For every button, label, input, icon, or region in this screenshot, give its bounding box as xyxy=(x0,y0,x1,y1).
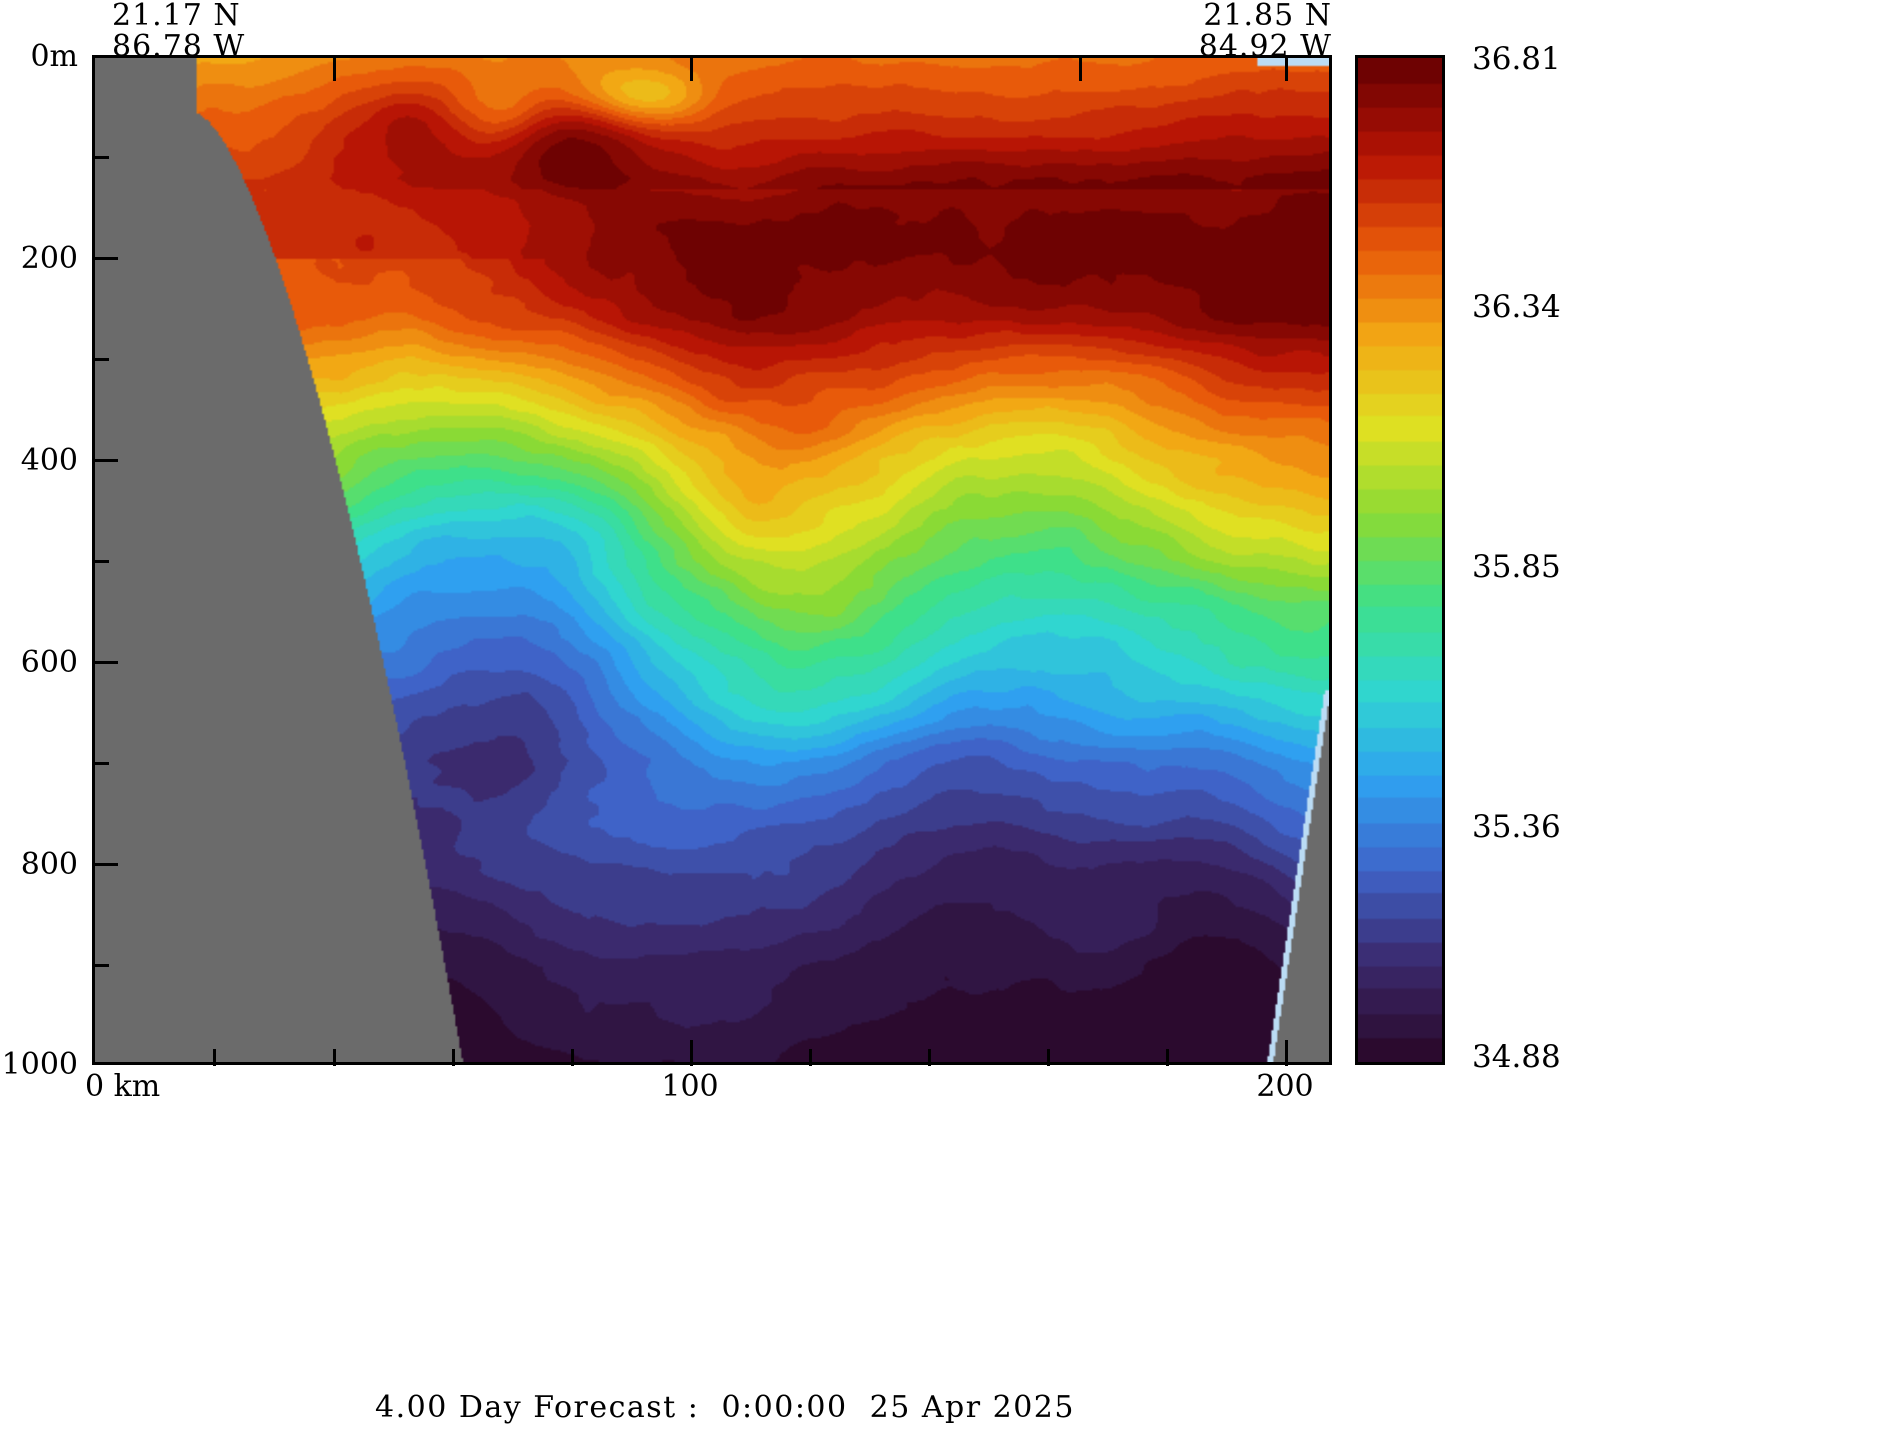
x-axis-label-origin: 0 km xyxy=(85,1069,161,1104)
y-tick-minor-700 xyxy=(92,762,109,765)
cross-section-canvas xyxy=(95,58,1329,1062)
salinity-colorbar xyxy=(1355,55,1445,1065)
colorbar-label-min: 34.88 xyxy=(1472,1039,1561,1075)
x-tick-top-40 xyxy=(333,55,336,81)
y-tick-minor-300 xyxy=(92,358,109,361)
y-tick-minor-100 xyxy=(92,156,109,159)
x-tick-top-165 xyxy=(1079,55,1082,81)
start-latitude: 21.17 N xyxy=(112,0,241,33)
x-tick-minor-20 xyxy=(213,1049,216,1066)
x-tick-minor-140 xyxy=(928,1049,931,1066)
y-tick-800 xyxy=(92,863,118,866)
y-axis-label-600: 600 xyxy=(20,645,78,680)
x-tick-minor-60 xyxy=(452,1049,455,1066)
x-tick-minor-80 xyxy=(571,1049,574,1066)
y-tick-0 xyxy=(92,55,118,58)
y-tick-400 xyxy=(92,459,118,462)
x-tick-200 xyxy=(1285,1040,1288,1066)
section-end-coordinates: 21.85 N 84.92 W xyxy=(1199,0,1332,62)
x-axis-label-200: 200 xyxy=(1256,1069,1314,1104)
y-axis-label-200: 200 xyxy=(20,241,78,276)
y-tick-600 xyxy=(92,661,118,664)
colorbar-label-4: 35.36 xyxy=(1472,809,1561,845)
y-axis-label-1000: 1000 xyxy=(1,1047,78,1082)
x-tick-minor-180 xyxy=(1166,1049,1169,1066)
colorbar-canvas xyxy=(1358,58,1442,1062)
x-tick-minor-160 xyxy=(1047,1049,1050,1066)
salinity-cross-section-plot xyxy=(92,55,1332,1065)
x-axis-label-100: 100 xyxy=(661,1069,719,1104)
x-tick-top-200 xyxy=(1285,55,1288,81)
y-axis-label-800: 800 xyxy=(20,847,78,882)
x-tick-100 xyxy=(690,1040,693,1066)
y-axis-label-400: 400 xyxy=(20,443,78,478)
y-tick-minor-500 xyxy=(92,560,109,563)
forecast-caption: 4.00 Day Forecast : 0:00:00 25 Apr 2025 xyxy=(375,1390,1075,1425)
section-start-coordinates: 21.17 N 86.78 W xyxy=(112,0,245,62)
y-axis-label-0m: 0m xyxy=(30,39,78,74)
y-tick-minor-900 xyxy=(92,964,109,967)
x-tick-minor-120 xyxy=(809,1049,812,1066)
x-tick-top-100 xyxy=(690,55,693,81)
colorbar-label-max: 36.81 xyxy=(1472,41,1561,77)
colorbar-label-3: 35.85 xyxy=(1472,549,1561,585)
colorbar-label-2: 36.34 xyxy=(1472,289,1561,325)
end-latitude: 21.85 N xyxy=(1203,0,1332,33)
y-tick-200 xyxy=(92,257,118,260)
x-tick-minor-40 xyxy=(333,1049,336,1066)
